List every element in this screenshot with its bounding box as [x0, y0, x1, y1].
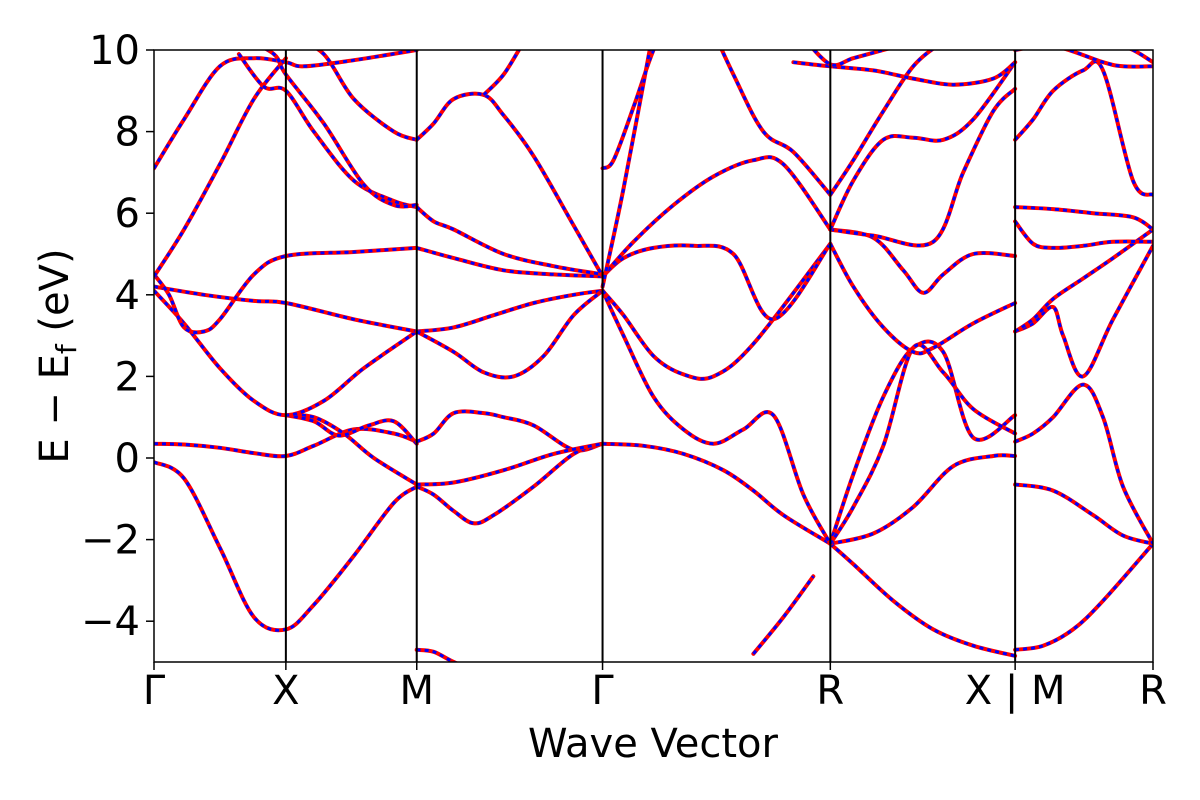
x-tick-label-6: R: [1139, 668, 1167, 714]
band-line-overlay-10: [265, 50, 417, 208]
band-line-8: [154, 50, 419, 171]
x-axis-title: Wave Vector: [528, 721, 779, 767]
y-ticks: −4 −2 0 2 4 6 8 10: [81, 28, 154, 645]
band-line-overlay-32: [829, 453, 1016, 546]
band-line-overlay-22: [602, 442, 832, 545]
plot-frame: [153, 49, 1154, 663]
y-tick-label-7: 10: [89, 28, 140, 74]
band-line-overlay-21: [416, 648, 458, 662]
band-line-overlay-25: [601, 242, 832, 321]
band-line-overlay-1: [154, 427, 418, 458]
x-ticks: Γ X M Γ R X | M R: [143, 662, 1167, 714]
band-line-overlay-50: [1015, 50, 1153, 69]
band-line-overlay-48: [1015, 205, 1153, 231]
band-line-36: [828, 227, 1018, 295]
y-tick-label-0: −4: [81, 599, 140, 645]
band-line-overlay-18: [415, 205, 603, 276]
band-line-overlay-44: [1014, 383, 1153, 545]
y-tick-label-5: 6: [115, 191, 140, 237]
kpoint-lines: [284, 50, 1017, 662]
band-line-overlay-51: [1129, 50, 1153, 64]
band-line-6: [154, 245, 419, 335]
x-tick-label-4: R: [816, 668, 844, 714]
y-tick-label-1: −2: [81, 518, 140, 564]
band-line-overlay-33: [828, 339, 1016, 545]
band-line-27: [600, 50, 656, 171]
band-line-overlay-40: [793, 60, 1017, 87]
band-line-overlay-9: [237, 53, 418, 209]
band-line-overlay-12: [416, 289, 603, 333]
y-tick-label-6: 8: [115, 110, 140, 156]
y-axis-title-unit: (eV): [32, 248, 78, 344]
band-line-overlay-28: [720, 50, 832, 196]
band-line-overlay-29: [601, 50, 652, 287]
band-line-overlay-39: [829, 50, 934, 196]
x-tick-label-2: M: [399, 668, 434, 714]
band-line-overlay-43: [1014, 483, 1153, 546]
band-line-overlay-35: [828, 243, 1016, 355]
band-line-overlay-17: [416, 246, 603, 278]
band-line-overlay-5: [154, 285, 417, 333]
band-line-overlay-3: [285, 413, 418, 445]
band-line-overlay-42: [1014, 542, 1153, 652]
band-line-overlay-23: [601, 290, 832, 545]
band-line-overlay-37: [830, 87, 1017, 247]
band-line-overlay-2: [285, 413, 418, 486]
band-line-overlay-13: [415, 289, 604, 379]
band-line-overlay-45: [1014, 245, 1153, 378]
band-line-overlay-4: [154, 289, 418, 417]
band-line-overlay-30: [752, 575, 815, 655]
band-line-overlay-31: [829, 542, 1016, 658]
band-line-overlay-19: [415, 92, 604, 278]
band-line-overlay-16: [416, 442, 603, 486]
band-line-overlay-15: [416, 442, 604, 525]
x-tick-label-3: Γ: [591, 668, 614, 714]
band-line-overlay-26: [601, 155, 832, 278]
x-tick-label-0: Γ: [143, 668, 166, 714]
band-line-overlay-47: [1013, 220, 1153, 250]
band-line-overlay-41: [812, 50, 890, 67]
y-axis-title-main: E − E: [32, 354, 78, 464]
band-line-overlay-46: [1014, 228, 1153, 333]
band-line-overlay-24: [601, 242, 832, 381]
y-tick-label-4: 4: [115, 273, 140, 319]
y-tick-label-2: 0: [115, 436, 140, 482]
y-tick-label-3: 2: [115, 354, 140, 400]
band-line-overlay-11: [316, 50, 418, 142]
x-tick-label-5: X | M: [965, 668, 1066, 714]
band-line-overlay-14: [416, 409, 604, 452]
band-line-20: [481, 50, 522, 97]
y-axis-title-sub: f: [50, 343, 83, 354]
band-line-overlay-49: [1013, 59, 1153, 197]
band-line-overlay-38: [828, 61, 1017, 231]
x-tick-label-1: X: [272, 668, 299, 714]
y-axis-title: E − Ef (eV): [32, 248, 83, 463]
